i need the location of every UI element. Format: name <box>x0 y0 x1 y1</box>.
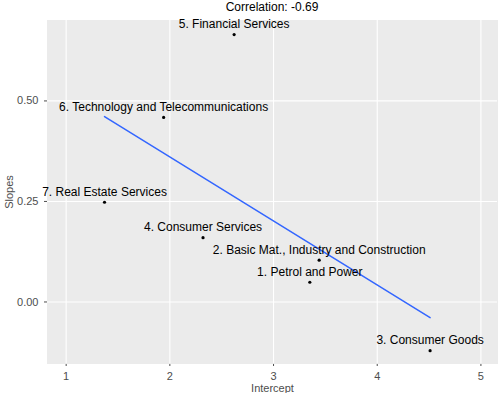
svg-text:6. Technology and Telecommunic: 6. Technology and Telecommunications <box>59 100 268 114</box>
svg-text:4. Consumer Services: 4. Consumer Services <box>144 220 262 234</box>
svg-text:3. Consumer Goods: 3. Consumer Goods <box>376 333 483 347</box>
svg-text:3: 3 <box>270 370 276 382</box>
svg-text:Intercept: Intercept <box>251 382 294 393</box>
svg-text:1: 1 <box>63 370 69 382</box>
svg-text:0.50: 0.50 <box>17 94 38 106</box>
svg-text:1. Petrol and Power: 1. Petrol and Power <box>257 265 362 279</box>
html-text:Correlation: -0.69: Correlation: -0.69 <box>225 0 319 14</box>
svg-text:5. Financial Services: 5. Financial Services <box>179 17 290 31</box>
svg-text:0.25: 0.25 <box>17 195 38 207</box>
svg-text:7. Real Estate Services: 7. Real Estate Services <box>42 185 167 199</box>
svg-text:4: 4 <box>374 370 380 382</box>
svg-text:0.00: 0.00 <box>17 295 38 307</box>
svg-text:Slopes: Slopes <box>3 175 15 209</box>
svg-text:2: 2 <box>167 370 173 382</box>
svg-text:2. Basic Mat., Industry and Co: 2. Basic Mat., Industry and Construction <box>213 243 426 257</box>
svg-text:5: 5 <box>478 370 484 382</box>
